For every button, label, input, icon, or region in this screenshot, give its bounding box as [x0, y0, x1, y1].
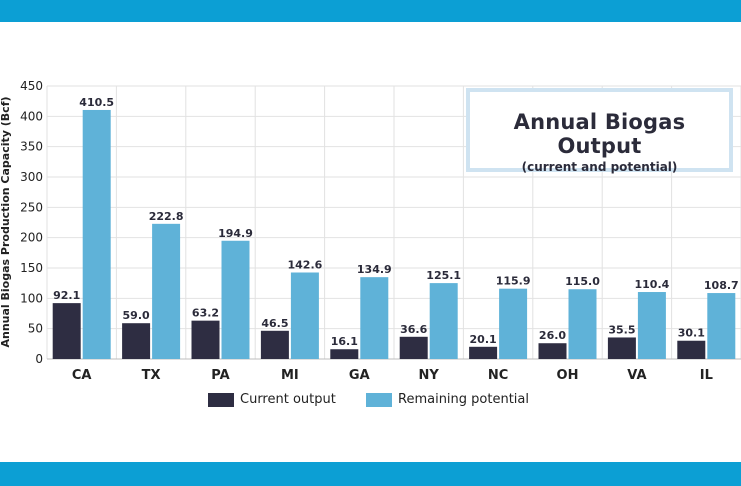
bar-current — [260, 330, 289, 359]
data-label-current: 63.2 — [192, 307, 219, 320]
chart-title-box: Annual Biogas Output (current and potent… — [466, 88, 733, 174]
data-label-potential: 142.6 — [288, 258, 323, 271]
data-label-current: 26.0 — [539, 329, 566, 342]
data-label-current: 59.0 — [123, 309, 150, 322]
bar-current — [191, 320, 220, 359]
data-label-current: 92.1 — [53, 289, 80, 302]
bar-potential — [221, 240, 250, 359]
data-label-current: 36.6 — [400, 323, 427, 336]
data-label-potential: 410.5 — [79, 96, 114, 109]
bar-potential — [568, 289, 597, 359]
bar-potential — [82, 109, 111, 359]
x-tick-label: NC — [488, 368, 508, 383]
x-tick-label: PA — [211, 368, 229, 383]
data-label-potential: 194.9 — [218, 227, 253, 240]
bar-potential — [499, 288, 528, 359]
data-label-current: 46.5 — [261, 317, 288, 330]
x-tick-label: GA — [349, 368, 370, 383]
bar-current — [677, 340, 706, 359]
y-tick-label: 300 — [20, 170, 43, 184]
data-label-potential: 115.9 — [496, 275, 531, 288]
y-tick-label: 100 — [20, 291, 43, 305]
y-tick-label: 50 — [28, 322, 43, 336]
data-label-current: 35.5 — [608, 323, 635, 336]
data-label-potential: 222.8 — [149, 210, 184, 223]
x-tick-label: NY — [419, 368, 440, 383]
legend-label-potential: Remaining potential — [398, 392, 529, 407]
bar-current — [122, 323, 151, 359]
x-tick-label: IL — [700, 368, 713, 383]
chart-title: Annual Biogas Output — [513, 110, 686, 158]
x-tick-label: CA — [72, 368, 92, 383]
bar-current — [469, 346, 498, 359]
data-label-current: 20.1 — [470, 333, 497, 346]
bar-potential — [360, 277, 389, 359]
x-tick-label: VA — [627, 368, 646, 383]
bar-current — [399, 336, 428, 359]
bar-current — [330, 349, 359, 359]
y-tick-label: 250 — [20, 200, 43, 214]
legend-swatch-potential — [366, 393, 392, 407]
legend-item-current: Current output — [208, 392, 336, 408]
bar-current — [607, 337, 636, 359]
x-tick-label: TX — [142, 368, 161, 383]
data-labels: 92.1 410.5 59.0 222.8 63.2 194.9 46.5 142.6 16.1… — [53, 96, 739, 348]
y-tick-label: 150 — [20, 261, 43, 275]
bar-potential — [637, 292, 666, 359]
x-axis-ticks: CA TX PA MI GA NY NC OH VA IL — [72, 368, 713, 383]
bars — [52, 109, 736, 359]
legend-label-current: Current output — [240, 392, 336, 407]
y-axis-label: Annual Biogas Production Capacity (Bcf) — [0, 96, 12, 347]
y-tick-label: 200 — [20, 231, 43, 245]
data-label-current: 30.1 — [678, 327, 705, 340]
bar-potential — [707, 293, 736, 359]
bar-potential — [290, 272, 319, 359]
y-tick-label: 450 — [20, 79, 43, 93]
top-banner — [0, 0, 741, 22]
bar-potential — [429, 283, 458, 359]
bar-current — [538, 343, 567, 359]
chart-subtitle: (current and potential) — [521, 160, 678, 174]
data-label-potential: 125.1 — [426, 269, 461, 282]
data-label-potential: 115.0 — [565, 275, 600, 288]
bar-current — [52, 303, 81, 359]
bottom-banner — [0, 462, 741, 486]
data-label-potential: 108.7 — [704, 279, 739, 292]
data-label-current: 16.1 — [331, 335, 358, 348]
y-axis-ticks: 0 50 100 150 200 250 300 350 400 450 — [20, 79, 43, 366]
legend-item-potential: Remaining potential — [366, 392, 529, 408]
bar-potential — [152, 223, 181, 359]
y-tick-label: 400 — [20, 109, 43, 123]
y-tick-label: 350 — [20, 140, 43, 154]
data-label-potential: 110.4 — [635, 278, 670, 291]
legend-swatch-current — [208, 393, 234, 407]
x-tick-label: MI — [281, 368, 299, 383]
y-tick-label: 0 — [35, 352, 43, 366]
x-tick-label: OH — [557, 368, 579, 383]
data-label-potential: 134.9 — [357, 263, 392, 276]
